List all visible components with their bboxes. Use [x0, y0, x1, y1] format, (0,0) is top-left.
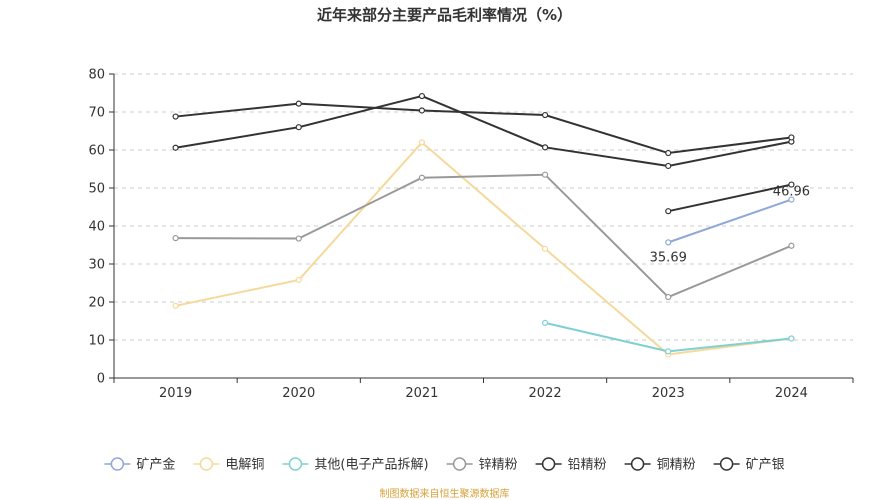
legend: 矿产金 电解铜 其他(电子产品拆解) 锌精粉 铅精粉 铜精粉 矿产银 — [104, 457, 785, 473]
y-tick-label: 70 — [88, 106, 105, 121]
data-label: 35.69 — [650, 250, 687, 265]
series-2 — [172, 139, 795, 358]
x-tick-label: 2023 — [652, 386, 685, 401]
y-tick-label: 60 — [88, 144, 105, 159]
data-point — [541, 245, 549, 252]
x-tick-label: 2021 — [405, 386, 438, 401]
legend-item-3: 其他(电子产品拆解) — [282, 457, 429, 473]
x-tick-label: 2022 — [529, 386, 562, 401]
y-tick-label: 30 — [88, 258, 105, 273]
data-point — [788, 134, 795, 141]
data-point — [418, 107, 426, 114]
data-point — [665, 293, 672, 301]
data-point — [788, 181, 795, 188]
data-point — [541, 111, 549, 119]
series-1 — [665, 196, 795, 246]
data-label: 46.96 — [773, 185, 810, 200]
data-point — [295, 100, 302, 107]
data-point — [665, 348, 672, 355]
x-tick-label: 2019 — [159, 386, 192, 401]
series-3 — [541, 319, 795, 355]
data-point — [172, 235, 179, 242]
legend-label: 铅精粉 — [568, 458, 607, 473]
axes: 0 10 20 30 40 50 60 70 80 2019 2020 2021 2022 2023 202… — [88, 68, 854, 401]
legend-marker — [630, 457, 645, 471]
series-5 — [172, 92, 795, 170]
data-point — [665, 239, 672, 246]
data-point — [665, 162, 672, 170]
x-tick-label: 2020 — [282, 386, 315, 401]
y-tick-label: 40 — [88, 220, 105, 235]
legend-item-7: 矿产银 — [713, 457, 785, 473]
legend-item-2: 电解铜 — [193, 457, 264, 473]
legend-label: 锌精粉 — [479, 458, 518, 473]
data-point — [295, 124, 302, 131]
series-line — [175, 102, 792, 155]
series-line — [175, 173, 792, 299]
data-point — [541, 144, 549, 151]
legend-label: 铜精粉 — [657, 458, 696, 473]
chart-title: 近年来部分主要产品毛利率情况（%） — [317, 6, 572, 24]
y-tick-label: 80 — [88, 68, 105, 83]
legend-item-6: 铜精粉 — [624, 457, 696, 473]
y-tick-label: 10 — [88, 334, 105, 349]
series-layer — [172, 92, 795, 358]
legend-marker — [719, 457, 734, 471]
legend-label: 电解铜 — [225, 458, 264, 473]
data-point — [418, 92, 426, 100]
source-note: 制图数据来自恒生聚源数据库 — [380, 487, 510, 500]
data-point — [172, 144, 179, 151]
y-tick-label: 0 — [97, 372, 105, 387]
legend-item-4: 锌精粉 — [446, 457, 518, 473]
data-point — [295, 276, 302, 284]
data-point — [788, 196, 795, 203]
y-tick-label: 20 — [88, 296, 105, 311]
data-point — [418, 139, 426, 146]
data-point — [665, 149, 672, 157]
data-point — [418, 174, 426, 181]
legend-marker — [110, 457, 125, 471]
legend-label: 矿产银 — [746, 458, 785, 473]
x-tick-label: 2024 — [775, 386, 808, 401]
legend-item-1: 矿产金 — [104, 457, 175, 473]
data-point — [665, 208, 672, 215]
data-point — [788, 242, 795, 249]
data-point — [172, 113, 179, 120]
series-line — [668, 183, 792, 213]
y-tick-label: 50 — [88, 182, 105, 197]
legend-label: 矿产金 — [136, 457, 175, 473]
series-line — [175, 94, 792, 167]
series-4 — [172, 171, 795, 301]
legend-label: 其他(电子产品拆解) — [314, 458, 428, 473]
legend-marker — [288, 457, 303, 471]
grid-lines — [114, 73, 853, 341]
data-labels: 35.69 46.96 — [650, 185, 810, 266]
data-point — [295, 235, 302, 242]
series-line — [544, 321, 792, 353]
legend-marker — [541, 457, 556, 471]
data-point — [172, 302, 179, 309]
series-line — [667, 198, 792, 244]
legend-marker — [199, 457, 214, 471]
data-point — [541, 319, 549, 326]
legend-item-5: 铅精粉 — [535, 457, 607, 473]
data-point — [541, 171, 549, 178]
legend-marker — [452, 457, 467, 471]
data-point — [788, 335, 795, 342]
series-7 — [665, 181, 795, 215]
series-line — [175, 141, 792, 356]
series-6 — [172, 100, 795, 157]
